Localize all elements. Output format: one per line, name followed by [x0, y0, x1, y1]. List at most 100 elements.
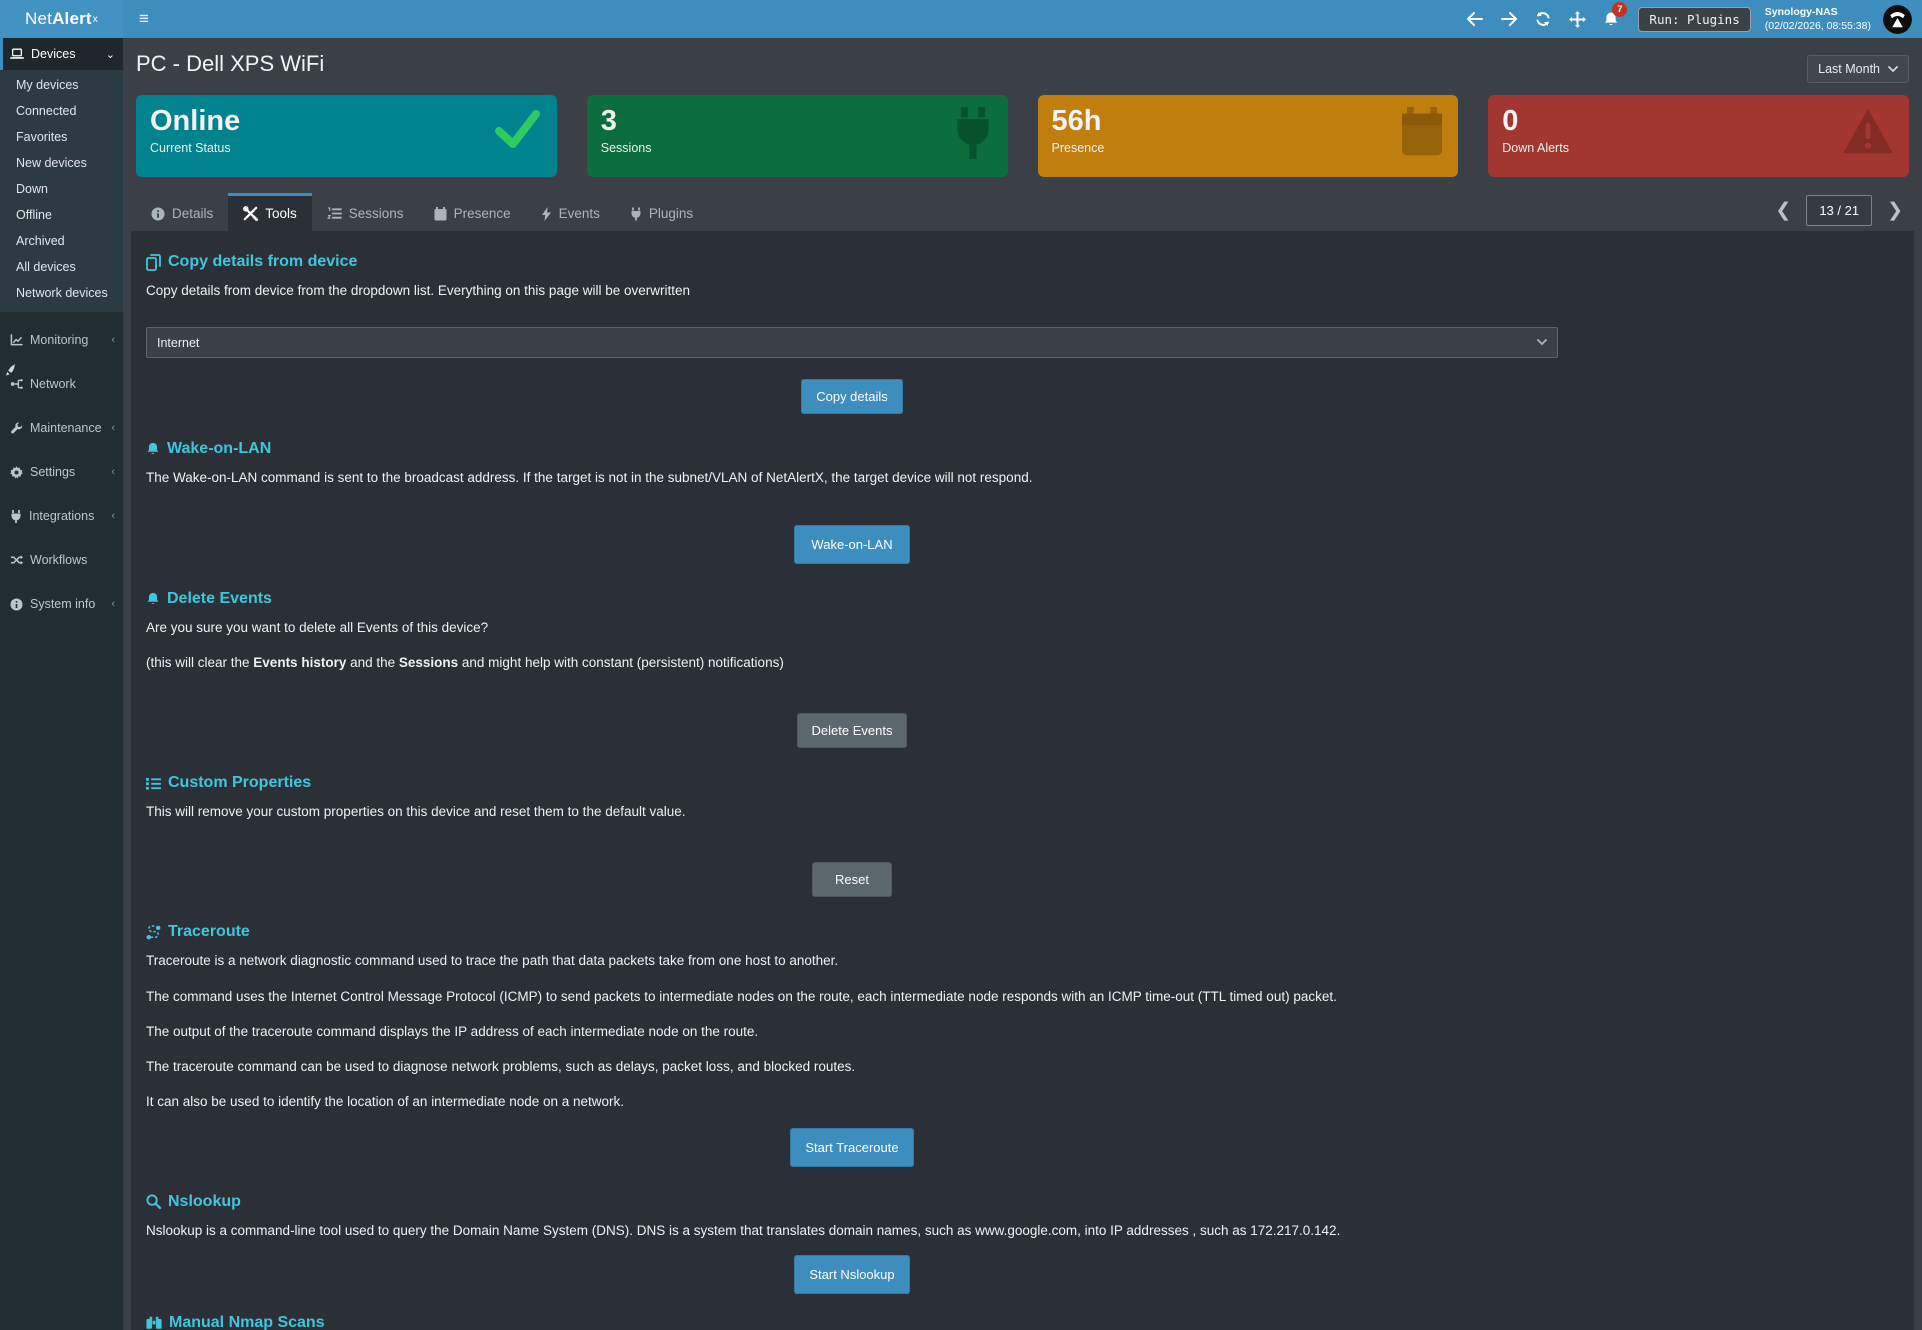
sidebar-item-label: Maintenance — [30, 421, 102, 435]
user-avatar[interactable] — [1883, 4, 1912, 34]
sidebar-item-label: Devices — [31, 47, 76, 61]
chevron-left-icon: ‹ — [111, 334, 115, 346]
search-icon — [146, 1194, 161, 1209]
notification-count-badge: 7 — [1612, 2, 1628, 17]
bell-icon — [147, 443, 159, 455]
sidebar-item-integrations[interactable]: Integrations ‹ — [0, 500, 123, 532]
pager-next-button[interactable]: ❯ — [1887, 200, 1903, 221]
plug-icon — [631, 207, 641, 220]
sidebar-item-offline[interactable]: Offline — [16, 208, 52, 222]
sidebar-item-network[interactable]: Network — [0, 368, 123, 400]
route-icon — [146, 924, 161, 940]
bell-icon — [147, 592, 159, 604]
sidebar-item-favorites[interactable]: Favorites — [16, 130, 68, 144]
section-wake-on-lan: Wake-on-LAN The Wake-on-LAN command is s… — [146, 440, 1558, 564]
sidebar-item-workflows[interactable]: Workflows — [0, 544, 123, 576]
calendar-icon — [1402, 107, 1443, 156]
paragraph: The traceroute command can be used to di… — [146, 1059, 856, 1074]
sidebar-item-my-devices[interactable]: My devices — [16, 78, 79, 92]
copy-device-select[interactable]: Internet — [146, 327, 1558, 359]
period-select[interactable]: Last Month — [1807, 55, 1909, 83]
paragraph: Traceroute is a network diagnostic comma… — [146, 953, 839, 969]
sidebar-toggle-button[interactable]: ≡ — [123, 0, 165, 38]
chevron-left-icon: ‹ — [111, 510, 115, 522]
copy-details-button[interactable]: Copy details — [801, 379, 903, 415]
start-traceroute-button[interactable]: Start Traceroute — [790, 1127, 914, 1167]
tab-sessions[interactable]: Sessions — [312, 193, 419, 231]
sidebar-item-settings[interactable]: Settings ‹ — [0, 456, 123, 488]
delete-events-line1: Are you sure you want to delete all Even… — [146, 619, 489, 635]
chevron-down-icon: ⌄ — [105, 48, 115, 61]
section-title: Copy details from device — [168, 253, 358, 270]
chevron-left-icon: ‹ — [111, 466, 115, 478]
sidebar-item-label: Workflows — [30, 553, 88, 567]
chevron-down-icon — [1888, 65, 1898, 72]
sidebar-item-down[interactable]: Down — [16, 182, 48, 196]
section-traceroute: Traceroute Traceroute is a network diagn… — [146, 923, 1558, 1167]
sidebar-item-label: Network — [30, 377, 76, 391]
plug-icon — [11, 509, 21, 523]
gear-icon — [10, 465, 23, 478]
tab-presence[interactable]: Presence — [419, 193, 526, 231]
host-name: Synology-NAS — [1764, 5, 1838, 18]
tab-events[interactable]: Events — [526, 193, 615, 231]
copy-icon — [146, 253, 161, 271]
arrow-right-icon — [1501, 12, 1518, 26]
notifications-button[interactable]: 7 — [1594, 0, 1628, 38]
calendar-icon — [434, 206, 447, 220]
plug-icon — [956, 107, 989, 159]
refresh-icon — [1536, 12, 1550, 26]
card-value: 0 — [1502, 105, 1519, 137]
nav-forward-button[interactable] — [1492, 0, 1526, 38]
chevron-down-icon — [1537, 339, 1547, 346]
section-title: Delete Events — [167, 589, 272, 607]
paragraph: The output of the traceroute command dis… — [146, 1023, 759, 1039]
card-presence[interactable]: 56h Presence — [1037, 95, 1459, 177]
section-desc: Copy details from device from the dropdo… — [146, 283, 691, 298]
host-info: Synology-NAS (02/02/2026, 08:55:38) — [1765, 5, 1871, 33]
wake-on-lan-button[interactable]: Wake-on-LAN — [794, 524, 910, 564]
sidebar-item-maintenance[interactable]: Maintenance ‹ — [0, 412, 123, 444]
page-title: PC - Dell XPS WiFi — [136, 51, 325, 76]
card-current-status[interactable]: Online Current Status — [136, 95, 557, 177]
card-sessions[interactable]: 3 Sessions — [586, 95, 1008, 177]
brand-net: Net — [25, 9, 53, 28]
refresh-button[interactable] — [1526, 0, 1560, 38]
pager-prev-button[interactable]: ❮ — [1775, 200, 1792, 221]
start-nslookup-button[interactable]: Start Nslookup — [794, 1254, 910, 1294]
card-label: Presence — [1051, 141, 1105, 156]
tab-details[interactable]: Details — [136, 193, 228, 231]
bolt-icon — [541, 206, 551, 221]
text-bold: Sessions — [398, 654, 459, 670]
arrow-left-icon — [1467, 12, 1484, 26]
card-down-alerts[interactable]: 0 Down Alerts — [1488, 95, 1909, 177]
sidebar-item-system-info[interactable]: System info ‹ — [0, 588, 123, 620]
list-icon — [146, 777, 161, 790]
sidebar-item-network-devices[interactable]: Network devices — [16, 286, 108, 300]
sidebar-item-archived[interactable]: Archived — [16, 234, 65, 248]
sidebar-item-label: Settings — [30, 465, 76, 479]
list-ol-icon — [326, 207, 342, 219]
chevron-left-icon: ‹ — [111, 598, 115, 610]
fullscreen-move-button[interactable] — [1560, 0, 1594, 38]
sidebar-item-devices[interactable]: Devices ⌄ — [0, 38, 123, 70]
run-plugins-button[interactable]: Run: Plugins — [1638, 6, 1751, 32]
delete-events-button[interactable]: Delete Events — [796, 713, 908, 748]
nav-back-button[interactable] — [1458, 0, 1492, 38]
sidebar-item-monitoring[interactable]: Monitoring ‹ — [0, 324, 123, 356]
sidebar-item-new-devices[interactable]: New devices — [16, 156, 87, 170]
tab-label: Events — [558, 206, 600, 221]
sidebar-item-connected[interactable]: Connected — [16, 104, 77, 118]
tab-plugins[interactable]: Plugins — [615, 193, 708, 231]
tab-pager: ❮ 13 / 21 ❯ — [1768, 195, 1910, 226]
section-title: Wake-on-LAN — [167, 440, 272, 458]
reset-button[interactable]: Reset — [812, 862, 892, 898]
topbar-spacer — [165, 0, 1458, 38]
tab-tools[interactable]: Tools — [228, 193, 312, 231]
sidebar-item-label: System info — [30, 597, 96, 611]
app-logo[interactable]: Net Alert x — [0, 0, 123, 38]
sidebar-item-all-devices[interactable]: All devices — [16, 260, 76, 274]
select-value: Internet — [157, 335, 200, 350]
sidebar-item-label: Monitoring — [30, 333, 89, 347]
page-header: PC - Dell XPS WiFi Last Month — [123, 38, 1922, 95]
